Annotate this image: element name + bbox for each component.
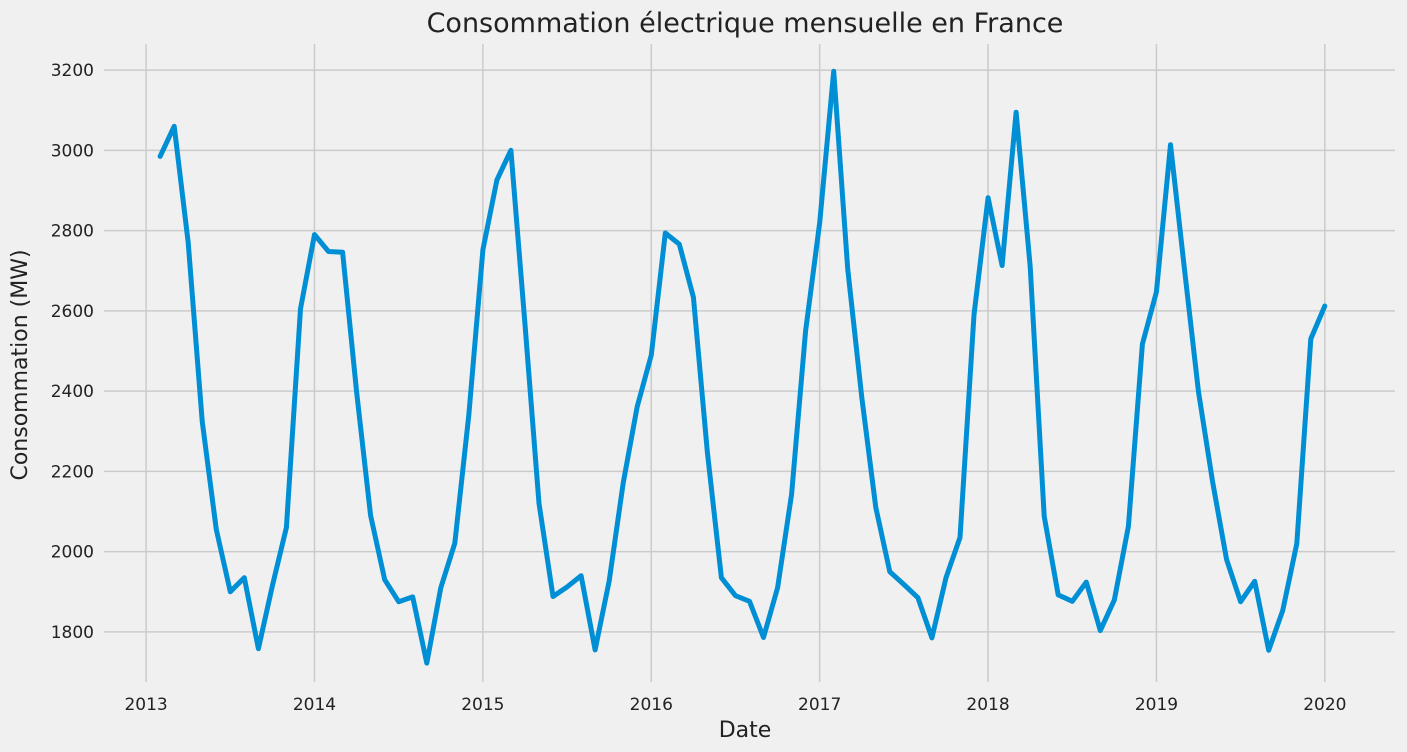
x-tick-label: 2016 [630, 695, 673, 715]
y-tick-label: 2400 [51, 382, 94, 402]
x-axis-ticks: 2013 2014 2015 2016 2017 2018 2019 2020 [124, 695, 1346, 715]
y-tick-label: 2600 [51, 302, 94, 322]
x-tick-label: 2015 [461, 695, 504, 715]
y-tick-label: 1800 [51, 623, 94, 643]
x-tick-label: 2014 [293, 695, 336, 715]
y-axis-ticks: 1800 2000 2200 2400 2600 2800 3000 3200 [51, 61, 94, 643]
series-line [157, 68, 1328, 666]
x-tick-label: 2020 [1303, 695, 1346, 715]
y-axis-label: Consommation (MW) [8, 249, 33, 480]
grid [104, 44, 1395, 682]
chart-title: Consommation électrique mensuelle en Fra… [427, 8, 1064, 39]
x-tick-label: 2018 [966, 695, 1009, 715]
y-tick-label: 3000 [51, 141, 94, 161]
x-axis-label: Date [719, 718, 772, 743]
x-tick-label: 2019 [1135, 695, 1178, 715]
y-tick-label: 2800 [51, 222, 94, 242]
x-tick-label: 2017 [798, 695, 841, 715]
y-tick-label: 3200 [51, 61, 94, 81]
x-tick-label: 2013 [124, 695, 167, 715]
y-tick-label: 2000 [51, 543, 94, 563]
y-tick-label: 2200 [51, 462, 94, 482]
